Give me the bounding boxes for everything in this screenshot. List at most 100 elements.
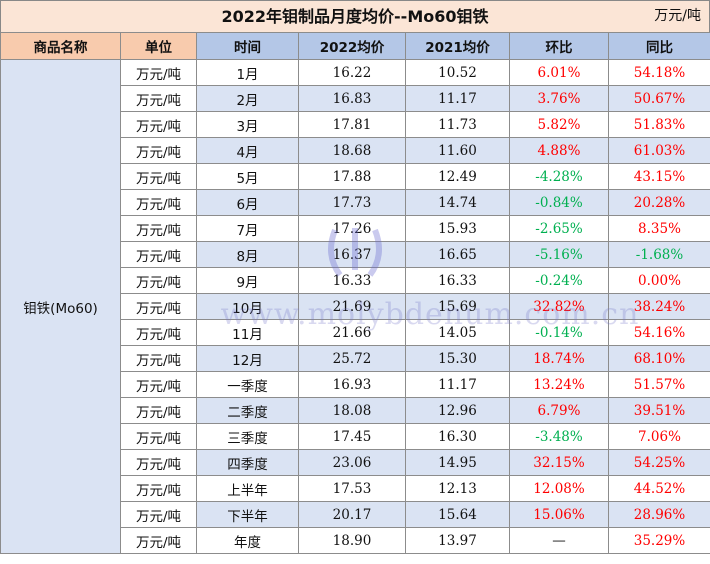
- avg-2021-cell: 14.74: [405, 189, 510, 216]
- unit-cell: 万元/吨: [120, 319, 197, 346]
- mom-cell: 13.24%: [509, 371, 609, 398]
- avg-2022-cell: 18.90: [298, 527, 406, 554]
- time-cell: 10月: [196, 293, 299, 320]
- yoy-cell: 39.51%: [608, 397, 710, 424]
- yoy-cell: 51.57%: [608, 371, 710, 398]
- mom-cell: 5.82%: [509, 111, 609, 138]
- avg-2022-cell: 16.33: [298, 267, 406, 294]
- mom-cell: -5.16%: [509, 241, 609, 268]
- time-cell: 6月: [196, 189, 299, 216]
- time-cell: 4月: [196, 137, 299, 164]
- yoy-cell: 8.35%: [608, 215, 710, 242]
- yoy-cell: 38.24%: [608, 293, 710, 320]
- yoy-cell: 51.83%: [608, 111, 710, 138]
- avg-2022-cell: 16.93: [298, 371, 406, 398]
- yoy-cell: 20.28%: [608, 189, 710, 216]
- mom-cell: —: [509, 527, 609, 554]
- unit-cell: 万元/吨: [120, 527, 197, 554]
- yoy-cell: 28.96%: [608, 501, 710, 528]
- avg-2021-cell: 12.96: [405, 397, 510, 424]
- avg-2022-cell: 17.45: [298, 423, 406, 450]
- avg-2022-cell: 18.08: [298, 397, 406, 424]
- unit-cell: 万元/吨: [120, 345, 197, 372]
- product-name-cell: 钼铁(Mo60): [0, 59, 121, 554]
- avg-2021-cell: 12.49: [405, 163, 510, 190]
- avg-2022-cell: 23.06: [298, 449, 406, 476]
- time-cell: 7月: [196, 215, 299, 242]
- avg-2022-cell: 25.72: [298, 345, 406, 372]
- time-cell: 8月: [196, 241, 299, 268]
- table-row: 万元/吨 12月 25.72 15.30 18.74% 68.10%: [1, 345, 710, 372]
- title-bar: 2022年钼制品月度均价--Mo60钼铁 万元/吨: [0, 0, 710, 33]
- time-cell: 下半年: [196, 501, 299, 528]
- table-row: 万元/吨 5月 17.88 12.49 -4.28% 43.15%: [1, 163, 710, 190]
- table-row: 钼铁(Mo60) 万元/吨 1月 16.22 10.52 6.01% 54.18%: [0, 59, 710, 554]
- table-row: 万元/吨 下半年 20.17 15.64 15.06% 28.96%: [1, 501, 710, 528]
- yoy-cell: 54.25%: [608, 449, 710, 476]
- mom-cell: -2.65%: [509, 215, 609, 242]
- mom-cell: -0.14%: [509, 319, 609, 346]
- table-row: 万元/吨 4月 18.68 11.60 4.88% 61.03%: [1, 137, 710, 164]
- avg-2021-cell: 16.30: [405, 423, 510, 450]
- header-time: 时间: [196, 32, 299, 60]
- yoy-cell: 61.03%: [608, 137, 710, 164]
- time-cell: 11月: [196, 319, 299, 346]
- yoy-cell: 0.00%: [608, 267, 710, 294]
- avg-2021-cell: 13.97: [405, 527, 510, 554]
- yoy-cell: 35.29%: [608, 527, 710, 554]
- header-unit: 单位: [120, 32, 197, 60]
- table-row: 万元/吨 6月 17.73 14.74 -0.84% 20.28%: [1, 189, 710, 216]
- unit-cell: 万元/吨: [120, 215, 197, 242]
- avg-2021-cell: 14.95: [405, 449, 510, 476]
- yoy-cell: 50.67%: [608, 85, 710, 112]
- avg-2022-cell: 16.83: [298, 85, 406, 112]
- avg-2022-cell: 17.53: [298, 475, 406, 502]
- yoy-cell: 43.15%: [608, 163, 710, 190]
- mom-cell: -0.24%: [509, 267, 609, 294]
- unit-cell: 万元/吨: [120, 293, 197, 320]
- time-cell: 5月: [196, 163, 299, 190]
- table-row: 万元/吨 10月 21.69 15.69 32.82% 38.24%: [1, 293, 710, 320]
- table-row: 万元/吨 年度 18.90 13.97—35.29%: [1, 527, 710, 554]
- avg-2021-cell: 15.69: [405, 293, 510, 320]
- unit-cell: 万元/吨: [120, 163, 197, 190]
- time-cell: 年度: [196, 527, 299, 554]
- mom-cell: 6.79%: [509, 397, 609, 424]
- table-row: 万元/吨 3月 17.81 11.73 5.82% 51.83%: [1, 111, 710, 138]
- avg-2022-cell: 17.26: [298, 215, 406, 242]
- avg-2022-cell: 21.66: [298, 319, 406, 346]
- unit-cell: 万元/吨: [120, 241, 197, 268]
- unit-cell: 万元/吨: [120, 371, 197, 398]
- avg-2022-cell: 17.73: [298, 189, 406, 216]
- table-row: 万元/吨 四季度 23.06 14.95 32.15% 54.25%: [1, 449, 710, 476]
- page-title: 2022年钼制品月度均价--Mo60钼铁: [221, 7, 489, 26]
- time-cell: 上半年: [196, 475, 299, 502]
- unit-cell: 万元/吨: [120, 449, 197, 476]
- time-cell: 一季度: [196, 371, 299, 398]
- avg-2021-cell: 10.52: [405, 59, 510, 86]
- mom-cell: 3.76%: [509, 85, 609, 112]
- avg-2021-cell: 11.73: [405, 111, 510, 138]
- price-table: 商品名称 单位 时间 2022均价 2021均价 环比 同比 钼铁(Mo60) 万…: [0, 32, 710, 554]
- unit-cell: 万元/吨: [120, 501, 197, 528]
- unit-cell: 万元/吨: [120, 397, 197, 424]
- time-cell: 12月: [196, 345, 299, 372]
- mom-cell: -3.48%: [509, 423, 609, 450]
- avg-2022-cell: 21.69: [298, 293, 406, 320]
- table-row: 万元/吨 二季度 18.08 12.96 6.79% 39.51%: [1, 397, 710, 424]
- header-row: 商品名称 单位 时间 2022均价 2021均价 环比 同比: [0, 32, 710, 60]
- header-yoy: 同比: [608, 32, 710, 60]
- time-cell: 3月: [196, 111, 299, 138]
- mom-cell: 15.06%: [509, 501, 609, 528]
- yoy-cell: 54.16%: [608, 319, 710, 346]
- table-row: 万元/吨 9月 16.33 16.33 -0.24% 0.00%: [1, 267, 710, 294]
- avg-2022-cell: 17.81: [298, 111, 406, 138]
- mom-cell: 12.08%: [509, 475, 609, 502]
- avg-2021-cell: 16.33: [405, 267, 510, 294]
- mom-cell: 6.01%: [509, 59, 609, 86]
- avg-2021-cell: 12.13: [405, 475, 510, 502]
- avg-2021-cell: 15.93: [405, 215, 510, 242]
- yoy-cell: 54.18%: [608, 59, 710, 86]
- avg-2021-cell: 15.30: [405, 345, 510, 372]
